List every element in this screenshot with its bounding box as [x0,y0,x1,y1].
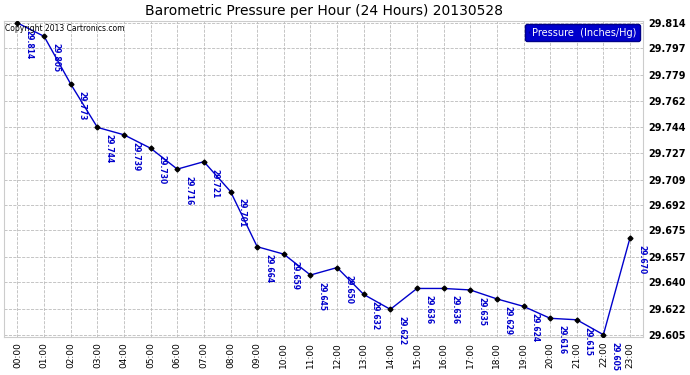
Text: 29.701: 29.701 [237,198,246,228]
Title: Barometric Pressure per Hour (24 Hours) 20130528: Barometric Pressure per Hour (24 Hours) … [145,4,503,18]
Text: 29.650: 29.650 [344,274,353,303]
Text: 29.730: 29.730 [157,155,166,184]
Text: 29.805: 29.805 [51,44,60,72]
Text: 29.615: 29.615 [584,327,593,356]
Text: 29.716: 29.716 [184,176,193,206]
Text: 29.659: 29.659 [290,261,299,290]
Text: 29.622: 29.622 [397,316,406,345]
Text: 29.773: 29.773 [78,91,87,120]
Text: 29.814: 29.814 [24,30,33,59]
Text: 29.664: 29.664 [264,254,273,283]
Text: 29.632: 29.632 [371,302,380,330]
Text: 29.739: 29.739 [131,142,140,171]
Text: 29.645: 29.645 [317,282,326,311]
Text: 29.629: 29.629 [504,306,513,335]
Text: Copyright 2013 Cartronics.com: Copyright 2013 Cartronics.com [6,24,125,33]
Text: 29.635: 29.635 [477,297,486,326]
Text: 29.721: 29.721 [211,169,220,198]
Text: 29.670: 29.670 [637,245,646,274]
Legend: Pressure  (Inches/Hg): Pressure (Inches/Hg) [525,24,640,41]
Text: 29.636: 29.636 [424,296,433,324]
Text: 29.624: 29.624 [531,313,540,342]
Text: 29.636: 29.636 [451,296,460,324]
Text: 29.744: 29.744 [104,134,113,164]
Text: 29.616: 29.616 [557,325,566,354]
Text: 29.605: 29.605 [611,342,620,370]
